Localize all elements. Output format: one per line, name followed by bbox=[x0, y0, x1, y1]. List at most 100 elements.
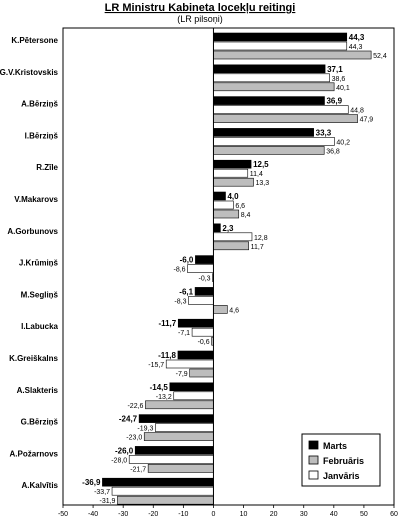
data-label: 11,7 bbox=[251, 244, 264, 251]
data-label: -31,9 bbox=[99, 498, 115, 505]
category-label: V.Makarovs bbox=[14, 195, 58, 204]
bar-februāris bbox=[213, 232, 253, 242]
bar-janvāris bbox=[213, 82, 335, 92]
data-label: -7,1 bbox=[178, 330, 190, 337]
bar-marts bbox=[177, 350, 214, 360]
legend-label: Marts bbox=[323, 441, 347, 451]
x-tick-label: -50 bbox=[58, 511, 68, 518]
data-label: 37,1 bbox=[327, 65, 343, 74]
data-label: 36,9 bbox=[326, 97, 342, 106]
data-label: -22,6 bbox=[127, 403, 143, 410]
data-label: 40,1 bbox=[336, 85, 350, 92]
x-tick-label: 50 bbox=[360, 511, 368, 518]
bar-marts bbox=[213, 64, 326, 74]
data-label: 8,4 bbox=[241, 212, 251, 219]
bar-janvāris bbox=[143, 432, 214, 441]
data-label: 12,8 bbox=[254, 235, 268, 242]
data-label: 6,6 bbox=[235, 203, 245, 210]
x-tick-label: 0 bbox=[212, 511, 216, 518]
bar-februāris bbox=[173, 391, 214, 401]
legend-label: Februāris bbox=[323, 456, 364, 466]
bar-februāris bbox=[213, 105, 349, 114]
data-label: -7,9 bbox=[176, 371, 188, 378]
x-tick-label: -40 bbox=[88, 511, 98, 518]
data-label: -8,3 bbox=[174, 298, 186, 305]
labels-layer: 44,3 44,3 52,4 37,1 38,6 40,1 36,9 44,8 47,9 33,3… bbox=[82, 33, 387, 505]
bar-marts bbox=[213, 96, 325, 105]
data-label: 12,5 bbox=[253, 160, 269, 169]
data-label: -28,0 bbox=[111, 457, 127, 464]
bar-februāris bbox=[155, 423, 214, 432]
data-label: -8,6 bbox=[174, 267, 186, 274]
category-label: I.Bērziņš bbox=[25, 131, 59, 140]
data-label: 4,0 bbox=[227, 192, 239, 201]
legend-label: Janvāris bbox=[323, 471, 360, 481]
bar-janvāris bbox=[189, 368, 214, 378]
bar-februāris bbox=[128, 455, 214, 464]
data-label: 13,3 bbox=[255, 180, 269, 187]
x-axis-ticks: -50 -40 -30 -20 -10 0 10 20 30 40 50 60 bbox=[58, 505, 398, 518]
x-tick-label: 30 bbox=[300, 511, 308, 518]
data-label: 44,3 bbox=[349, 33, 365, 42]
category-labels: K.Pētersone G.V.Kristovskis A.Bērziņš I.Bēr… bbox=[0, 36, 59, 490]
category-label: G.Bērziņš bbox=[21, 418, 59, 427]
bar-marts bbox=[213, 159, 252, 169]
category-label: A.Slakteris bbox=[17, 386, 59, 395]
bar-janvāris bbox=[213, 305, 228, 314]
category-label: G.V.Kristovskis bbox=[0, 68, 59, 77]
bar-februāris bbox=[187, 264, 214, 273]
category-label: R.Zīle bbox=[36, 163, 58, 172]
category-label: J.Krūmiņš bbox=[19, 259, 59, 268]
data-label: -11,7 bbox=[158, 319, 176, 328]
data-label: 11,4 bbox=[250, 171, 263, 178]
data-label: -15,7 bbox=[148, 362, 164, 369]
x-tick-label: -20 bbox=[148, 511, 158, 518]
data-label: 44,8 bbox=[350, 108, 364, 115]
chart-subtitle: (LR pilsoņi) bbox=[177, 14, 223, 24]
bar-februāris bbox=[188, 296, 214, 305]
bar-marts bbox=[213, 128, 314, 137]
legend-swatch bbox=[308, 470, 319, 480]
data-label: 4,6 bbox=[229, 307, 239, 314]
data-label: 40,2 bbox=[336, 139, 350, 146]
bar-februāris bbox=[191, 327, 214, 337]
x-tick-label: 20 bbox=[270, 511, 278, 518]
data-label: -6,0 bbox=[180, 256, 194, 265]
legend: Marts Februāris Janvāris bbox=[301, 433, 381, 487]
data-label: -6,1 bbox=[179, 287, 193, 296]
bar-janvāris bbox=[147, 464, 214, 473]
chart-title: LR Ministru Kabineta locekļu reitingi bbox=[105, 2, 296, 14]
data-label: -24,7 bbox=[119, 415, 138, 424]
data-label: 36,8 bbox=[326, 148, 340, 155]
category-label: K.Greiškalns bbox=[9, 354, 58, 363]
bar-februāris bbox=[213, 137, 335, 146]
data-label: -11,8 bbox=[158, 351, 176, 360]
bar-marts bbox=[138, 414, 214, 423]
bar-janvāris bbox=[213, 50, 372, 60]
category-label: A.Bērziņš bbox=[21, 100, 58, 109]
bar-marts bbox=[134, 446, 214, 455]
bars-layer bbox=[102, 28, 372, 505]
bar-janvāris bbox=[213, 177, 254, 187]
data-label: 2,3 bbox=[222, 224, 234, 233]
bar-februāris bbox=[165, 359, 214, 369]
category-label: M.Segliņš bbox=[21, 290, 59, 299]
bar-februāris bbox=[213, 73, 330, 83]
bar-marts bbox=[195, 255, 214, 264]
bar-februāris bbox=[213, 41, 348, 51]
data-label: -19,3 bbox=[137, 426, 153, 433]
bar-februāris bbox=[213, 168, 249, 178]
bar-marts bbox=[213, 32, 348, 42]
plot-frame bbox=[62, 27, 395, 506]
data-label: -0,3 bbox=[198, 276, 210, 283]
bar-februāris bbox=[111, 486, 214, 496]
bar-marts bbox=[169, 382, 214, 392]
category-label: K.Pētersone bbox=[11, 36, 58, 45]
data-label: -0,6 bbox=[198, 339, 210, 346]
bar-janvāris bbox=[213, 146, 325, 155]
x-tick-label: 60 bbox=[390, 511, 398, 518]
legend-swatch bbox=[308, 440, 319, 450]
bar-janvāris bbox=[213, 209, 240, 219]
x-tick-label: 10 bbox=[240, 511, 248, 518]
